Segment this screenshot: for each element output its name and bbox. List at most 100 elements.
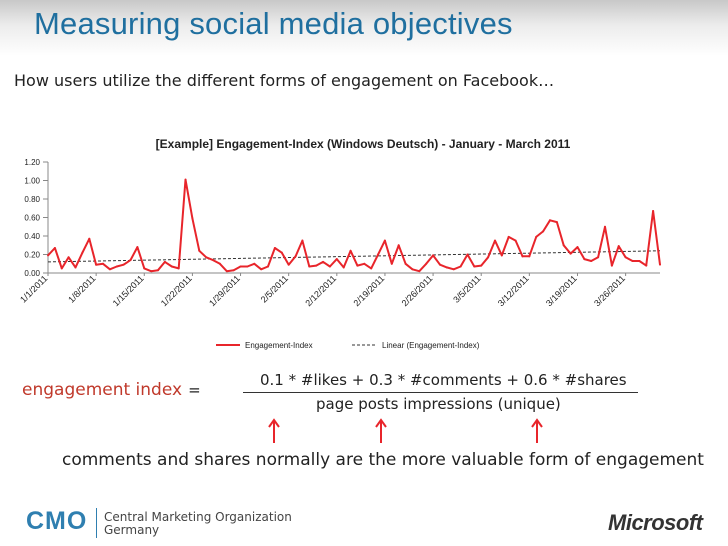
data-point	[273, 247, 276, 250]
data-point	[335, 258, 338, 261]
cmo-divider	[96, 508, 97, 538]
data-point	[47, 254, 49, 257]
data-point	[301, 239, 304, 242]
data-point	[438, 263, 441, 266]
data-point	[542, 230, 545, 233]
data-point	[239, 265, 242, 268]
data-point	[459, 265, 462, 268]
data-point	[205, 256, 208, 259]
data-point	[411, 268, 414, 271]
data-point	[569, 252, 572, 255]
legend-label-trend: Linear (Engagement-Index)	[382, 341, 480, 350]
data-point	[246, 265, 249, 268]
x-tick-label: 1/8/2011	[66, 273, 97, 304]
microsoft-logo: Microsoft	[608, 510, 703, 535]
data-point	[466, 253, 469, 256]
data-point	[370, 267, 373, 270]
data-point	[645, 264, 648, 267]
y-tick-label: 1.00	[24, 177, 40, 186]
fraction-line	[243, 392, 638, 393]
data-point	[88, 237, 91, 240]
data-point	[287, 263, 290, 266]
cmo-org-line2: Germany	[104, 523, 160, 537]
up-arrow-icon	[531, 418, 543, 443]
data-point	[163, 260, 166, 263]
data-point	[638, 259, 641, 262]
data-point	[652, 210, 655, 213]
data-point	[377, 253, 380, 256]
data-point	[480, 264, 483, 267]
data-point	[191, 217, 194, 220]
data-point	[108, 268, 111, 271]
data-point	[631, 259, 634, 262]
data-point	[349, 249, 352, 252]
data-point	[328, 265, 331, 268]
x-tick-label: 2/12/2011	[303, 273, 338, 308]
data-point	[452, 268, 455, 271]
slide-subtitle: How users utilize the different forms of…	[14, 71, 555, 90]
chart-title: [Example] Engagement-Index (Windows Deut…	[156, 137, 571, 151]
engagement-chart: [Example] Engagement-Index (Windows Deut…	[18, 137, 661, 350]
data-point	[659, 263, 661, 266]
data-point	[129, 259, 132, 262]
cmo-org-name: Central Marketing Organization Germany	[104, 511, 292, 537]
y-tick-label: 0.80	[24, 195, 40, 204]
up-arrow-icon	[375, 418, 387, 443]
data-point	[143, 267, 146, 270]
slide-title: Measuring social media objectives	[34, 6, 513, 41]
data-point	[425, 262, 428, 265]
data-point	[603, 225, 606, 228]
data-point	[308, 265, 311, 268]
data-point	[617, 245, 620, 248]
cmo-logo: CMO	[26, 507, 88, 535]
cmo-org-line1: Central Marketing Organization	[104, 510, 292, 524]
y-tick-label: 1.20	[24, 158, 40, 167]
data-point	[294, 255, 297, 258]
data-point	[610, 264, 613, 267]
y-tick-label: 0.20	[24, 251, 40, 260]
data-point	[597, 256, 600, 259]
x-tick-label: 3/12/2011	[496, 273, 531, 308]
up-arrow-icon	[268, 418, 280, 443]
data-point	[507, 235, 510, 238]
formula-numerator: 0.1 * #likes + 0.3 * #comments + 0.6 * #…	[260, 371, 627, 389]
data-point	[225, 270, 228, 273]
data-point	[122, 263, 125, 266]
data-point	[184, 178, 187, 181]
data-point	[260, 268, 263, 271]
x-tick-label: 3/5/2011	[451, 273, 482, 304]
data-point	[315, 264, 318, 267]
data-point	[528, 255, 531, 258]
formula-label: engagement index =	[22, 380, 201, 400]
x-tick-label: 1/1/2011	[18, 273, 49, 304]
data-point	[493, 239, 496, 242]
y-tick-label: 0.00	[24, 269, 40, 278]
data-point	[500, 254, 503, 257]
data-point	[548, 219, 551, 222]
data-point	[198, 249, 201, 252]
x-tick-label: 1/22/2011	[159, 273, 194, 308]
data-point	[115, 265, 118, 268]
data-point	[397, 244, 400, 247]
data-point	[487, 256, 490, 259]
data-point	[390, 262, 393, 265]
data-point	[67, 256, 70, 259]
data-point	[60, 267, 63, 270]
formula-denominator: page posts impressions (unique)	[316, 395, 561, 413]
data-point	[136, 246, 139, 249]
data-point	[535, 235, 538, 238]
data-point	[232, 269, 235, 272]
y-tick-label: 0.60	[24, 214, 40, 223]
data-point	[342, 266, 345, 269]
data-point	[418, 270, 421, 273]
data-point	[74, 266, 77, 269]
data-point	[150, 270, 153, 273]
series-line-engagement-index	[47, 178, 661, 273]
data-point	[583, 258, 586, 261]
data-point	[177, 267, 180, 270]
data-point	[514, 239, 517, 242]
data-point	[356, 264, 359, 267]
data-point	[555, 221, 558, 224]
x-tick-label: 3/19/2011	[544, 273, 579, 308]
x-tick-label: 2/5/2011	[259, 273, 290, 304]
